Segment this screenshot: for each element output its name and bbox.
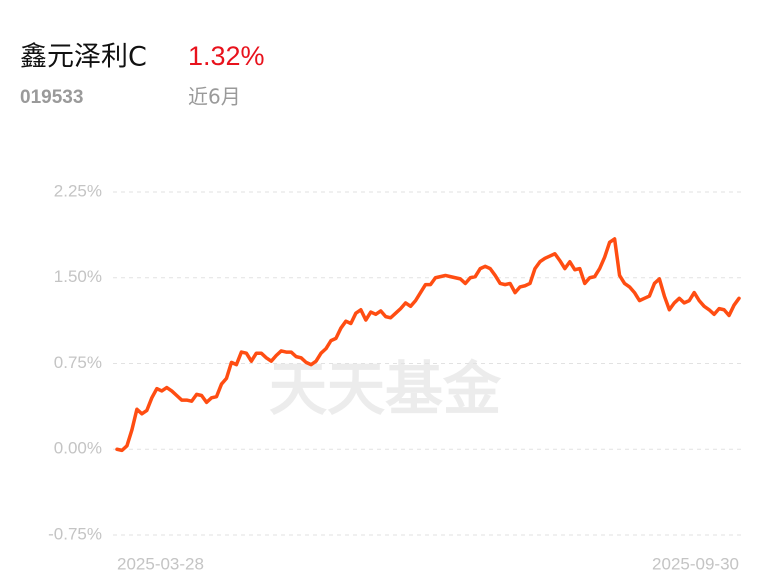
y-tick-label: 0.75% (54, 353, 102, 372)
y-tick-label: 0.00% (54, 439, 102, 458)
return-value: 1.32% (188, 41, 265, 71)
x-tick-label: 2025-03-28 (117, 554, 204, 573)
y-tick-label: -0.75% (48, 524, 102, 543)
period: 近6月 (188, 85, 241, 109)
line (115, 237, 741, 453)
watermark: 天天基金 (269, 355, 502, 423)
x-tick-label: 2025-09-30 (652, 554, 739, 573)
y-tick-label: 2.25% (54, 181, 102, 200)
y-tick-label: 1.50% (54, 267, 102, 286)
fund-code: 019533 (20, 87, 83, 108)
fund-name: 鑫元泽利C (20, 42, 147, 73)
